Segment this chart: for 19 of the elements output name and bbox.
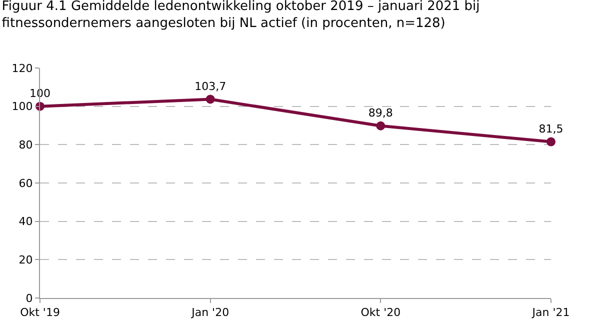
y-tick-label: 80 <box>18 138 33 152</box>
y-tick-label: 120 <box>12 62 33 75</box>
x-tick-label: Okt '20 <box>360 306 401 320</box>
point <box>206 94 215 104</box>
y-tick-label: 0 <box>26 292 33 305</box>
data-label: 81,5 <box>538 122 564 136</box>
data-label: 103,7 <box>194 80 226 93</box>
data-label: 89,8 <box>368 106 393 120</box>
chart-title: Figuur 4.1 Gemiddelde ledenontwikkeling oktober 2019 – januari 2021 bij fitnessondernemers aangesloten bij NL actief (in procenten, n=128) <box>2 0 480 31</box>
x-tick-label: Jan '20 <box>190 306 230 320</box>
point <box>376 121 386 130</box>
x-tick-label: Jan '21 <box>531 306 570 320</box>
data-label: 100 <box>30 86 50 100</box>
y-tick-label: 100 <box>12 100 33 114</box>
y-tick-label: 60 <box>18 176 33 190</box>
y-tick-label: 40 <box>18 215 33 228</box>
y-tick-label: 20 <box>18 254 33 267</box>
x-tick-label: Okt '19 <box>20 306 60 320</box>
point <box>546 137 556 146</box>
